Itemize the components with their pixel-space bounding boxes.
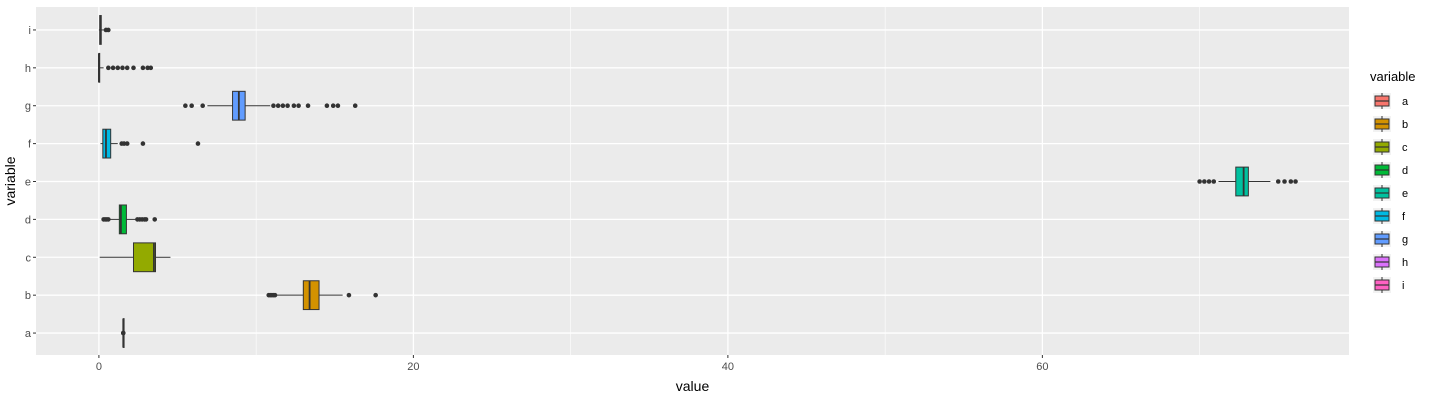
boxes-layer bbox=[97, 15, 1298, 348]
outlier-point bbox=[121, 141, 127, 146]
outlier-point bbox=[200, 103, 205, 109]
outlier-point bbox=[124, 141, 130, 146]
y-tick-label: b bbox=[25, 290, 31, 302]
outlier-point bbox=[131, 65, 136, 71]
y-tick-label: a bbox=[25, 328, 32, 340]
outlier-point bbox=[271, 103, 276, 109]
outlier-point bbox=[335, 103, 341, 109]
outlier-point bbox=[106, 217, 111, 222]
y-tick-label: i bbox=[29, 25, 31, 37]
legend-label-h: h bbox=[1402, 257, 1408, 269]
outlier-point bbox=[1202, 179, 1207, 184]
x-axis-title: value bbox=[676, 378, 710, 394]
outlier-point bbox=[145, 65, 150, 71]
box-d bbox=[118, 204, 127, 235]
outlier-point bbox=[183, 103, 188, 109]
y-tick-label: g bbox=[25, 101, 31, 113]
outlier-point bbox=[106, 65, 111, 71]
outlier-point bbox=[291, 103, 297, 109]
outlier-point bbox=[110, 65, 116, 71]
y-tick-label: f bbox=[28, 139, 32, 151]
outlier-point bbox=[124, 65, 130, 71]
legend-label-e: e bbox=[1402, 188, 1408, 200]
x-tick-label: 0 bbox=[96, 361, 102, 373]
outlier-point bbox=[1275, 179, 1281, 184]
outlier-point bbox=[1288, 179, 1294, 184]
legend-title: variable bbox=[1370, 69, 1416, 84]
outlier-point bbox=[1197, 179, 1202, 184]
y-tick-label: d bbox=[25, 214, 31, 226]
box-group-d bbox=[101, 204, 158, 235]
x-tick-label: 40 bbox=[722, 361, 734, 373]
outlier-point bbox=[189, 103, 194, 109]
axis-layer: 0 20 40 60 a b c d e f g h i bbox=[25, 25, 1049, 373]
outlier-point bbox=[195, 141, 201, 146]
outlier-point bbox=[373, 292, 378, 298]
outlier-point bbox=[120, 65, 125, 71]
y-tick-label: c bbox=[26, 252, 32, 264]
outlier-point bbox=[352, 103, 358, 109]
grid-layer bbox=[36, 7, 1349, 355]
y-tick-label: h bbox=[25, 63, 31, 75]
outlier-point bbox=[275, 103, 281, 109]
x-tick-label: 60 bbox=[1036, 361, 1048, 373]
legend-label-a: a bbox=[1402, 96, 1409, 108]
outlier-point bbox=[143, 217, 149, 222]
legend-label-i: i bbox=[1402, 280, 1404, 292]
outlier-point bbox=[324, 103, 330, 109]
outlier-point bbox=[115, 65, 121, 71]
legend-label-b: b bbox=[1402, 119, 1408, 131]
y-axis-title: variable bbox=[2, 156, 18, 205]
outlier-point bbox=[1211, 179, 1217, 184]
box-group-i bbox=[98, 15, 111, 45]
outlier-point bbox=[120, 330, 126, 336]
legend-label-d: d bbox=[1402, 165, 1408, 177]
legend-label-g: g bbox=[1402, 234, 1408, 246]
legend-label-f: f bbox=[1402, 211, 1406, 223]
box-group-b bbox=[266, 280, 378, 311]
outlier-point bbox=[1206, 179, 1212, 184]
outlier-point bbox=[285, 103, 290, 109]
box-group-h bbox=[97, 52, 154, 83]
outlier-point bbox=[140, 65, 146, 71]
outlier-point bbox=[152, 217, 158, 222]
y-tick-label: e bbox=[25, 177, 31, 189]
legend-label-c: c bbox=[1402, 142, 1408, 154]
outlier-point bbox=[106, 27, 111, 33]
box-group-f bbox=[100, 128, 201, 159]
outlier-point bbox=[1282, 179, 1287, 184]
box-c bbox=[132, 242, 157, 273]
outlier-point bbox=[346, 292, 352, 298]
outlier-point bbox=[140, 141, 146, 146]
outlier-point bbox=[280, 103, 286, 109]
box-e bbox=[1235, 166, 1249, 197]
outlier-point bbox=[1293, 179, 1298, 184]
box-group-g bbox=[183, 90, 358, 121]
x-tick-label: 20 bbox=[407, 361, 419, 373]
box-group-c bbox=[99, 242, 171, 273]
outlier-point bbox=[330, 103, 336, 109]
box-group-a bbox=[120, 318, 126, 348]
outlier-point bbox=[305, 103, 311, 109]
box-group-e bbox=[1197, 166, 1298, 197]
outlier-point bbox=[148, 65, 154, 71]
outlier-point bbox=[272, 292, 278, 298]
box-b bbox=[302, 280, 320, 311]
outlier-point bbox=[296, 103, 301, 109]
